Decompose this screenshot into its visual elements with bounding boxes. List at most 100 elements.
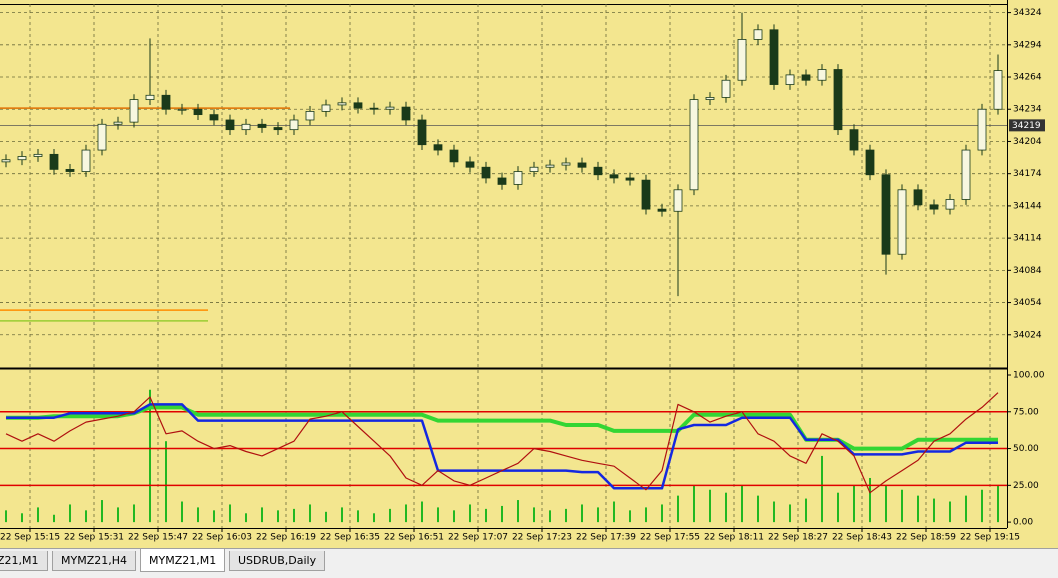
x-tick-label: 22 Sep 17:55 bbox=[640, 533, 700, 543]
x-tick-label: 22 Sep 18:27 bbox=[768, 533, 828, 543]
candle-body bbox=[897, 189, 907, 255]
x-tick-label: 22 Sep 16:51 bbox=[384, 533, 444, 543]
candle-body bbox=[273, 127, 283, 131]
candle-body bbox=[385, 106, 395, 110]
candle-body bbox=[673, 189, 683, 212]
candle-body bbox=[369, 107, 379, 110]
candle-body bbox=[593, 166, 603, 176]
candle-body bbox=[561, 162, 571, 166]
candle-body bbox=[145, 94, 155, 100]
candle-body bbox=[657, 208, 667, 212]
background bbox=[0, 0, 1058, 548]
candle-body bbox=[801, 74, 811, 81]
candle-body bbox=[577, 162, 587, 168]
x-tick-label: 22 Sep 15:47 bbox=[128, 533, 188, 543]
candle-body bbox=[625, 177, 635, 181]
y-tick-label: 34234 bbox=[1013, 105, 1042, 115]
y-tick-label: 34144 bbox=[1013, 201, 1042, 211]
y-tick-label: 50.00 bbox=[1013, 444, 1039, 454]
current-price-box bbox=[1009, 119, 1045, 132]
candle-body bbox=[401, 106, 411, 121]
x-tick-label: 22 Sep 17:07 bbox=[448, 533, 508, 543]
chart-tab[interactable]: USDRUB,Daily bbox=[229, 551, 326, 571]
candle-body bbox=[113, 121, 123, 125]
candle-body bbox=[1, 159, 11, 163]
candle-body bbox=[321, 104, 331, 112]
candle-body bbox=[449, 149, 459, 163]
chart-tab[interactable]: Z21,M1 bbox=[0, 551, 48, 571]
chart-tab[interactable]: MYMZ21,H4 bbox=[52, 551, 136, 571]
y-tick-label: 25.00 bbox=[1013, 481, 1039, 491]
y-tick-label: 34024 bbox=[1013, 330, 1042, 340]
candle-body bbox=[129, 99, 139, 123]
candle-body bbox=[225, 119, 235, 131]
candle-body bbox=[49, 153, 59, 170]
candle-body bbox=[945, 199, 955, 210]
candle-body bbox=[849, 129, 859, 151]
chart-window: 0.00 25.00 50.00 75.00 100.00 22 Sep 15:15 22 … bbox=[0, 0, 1058, 548]
time-axis-band bbox=[0, 528, 1058, 548]
candle-body bbox=[977, 108, 987, 151]
candle-body bbox=[545, 164, 555, 168]
candle-body bbox=[433, 144, 443, 151]
candle-body bbox=[721, 79, 731, 98]
x-tick-label: 22 Sep 15:15 bbox=[0, 533, 60, 543]
y-tick-label: 34294 bbox=[1013, 40, 1042, 50]
candle-body bbox=[417, 119, 427, 146]
candle-body bbox=[769, 29, 779, 85]
candle-body bbox=[337, 102, 347, 106]
current-price-label: 34219 bbox=[1012, 121, 1041, 131]
candle-body bbox=[993, 70, 1003, 110]
candle-body bbox=[833, 69, 843, 131]
candle-body bbox=[497, 177, 507, 185]
x-tick-label: 22 Sep 19:15 bbox=[960, 533, 1020, 543]
candle-body bbox=[465, 161, 475, 168]
candle-body bbox=[209, 114, 219, 121]
candle-body bbox=[929, 204, 939, 210]
x-tick-label: 22 Sep 15:31 bbox=[64, 533, 124, 543]
x-tick-label: 22 Sep 17:39 bbox=[576, 533, 636, 543]
candle-body bbox=[753, 29, 763, 40]
candle-body bbox=[609, 174, 619, 179]
candle-body bbox=[913, 189, 923, 206]
y-tick-label: 0.00 bbox=[1013, 518, 1033, 528]
x-tick-label: 22 Sep 18:11 bbox=[704, 533, 764, 543]
candle-body bbox=[177, 108, 187, 111]
candle-body bbox=[689, 99, 699, 191]
candle-body bbox=[33, 153, 43, 157]
y-tick-label: 34084 bbox=[1013, 266, 1042, 276]
candle-body bbox=[241, 123, 251, 131]
y-tick-label: 34324 bbox=[1013, 8, 1042, 18]
candle-body bbox=[305, 110, 315, 121]
candle-body bbox=[641, 179, 651, 210]
candle-body bbox=[65, 168, 75, 172]
x-tick-label: 22 Sep 17:23 bbox=[512, 533, 572, 543]
candle-body bbox=[881, 174, 891, 255]
y-tick-label: 100.00 bbox=[1013, 371, 1045, 381]
tab-bar: Z21,M1 MYMZ21,H4 MYMZ21,M1 USDRUB,Daily bbox=[0, 548, 1058, 578]
indicator-line bbox=[5, 392, 999, 494]
x-tick-label: 22 Sep 16:03 bbox=[192, 533, 252, 543]
x-tick-label: 22 Sep 18:59 bbox=[896, 533, 956, 543]
candle-body bbox=[737, 39, 747, 81]
x-tick-label: 22 Sep 18:43 bbox=[832, 533, 892, 543]
candle-body bbox=[81, 149, 91, 172]
candle-body bbox=[865, 149, 875, 176]
candle-body bbox=[17, 156, 27, 161]
y-tick-label: 34174 bbox=[1013, 169, 1042, 179]
candle-body bbox=[785, 74, 795, 85]
y-tick-label: 34054 bbox=[1013, 298, 1042, 308]
candle-body bbox=[529, 166, 539, 172]
y-tick-label: 75.00 bbox=[1013, 407, 1039, 417]
candle-body bbox=[353, 102, 363, 109]
x-tick-label: 22 Sep 16:19 bbox=[256, 533, 316, 543]
candle-body bbox=[513, 171, 523, 185]
y-tick-label: 34114 bbox=[1013, 234, 1042, 244]
candle-body bbox=[193, 108, 203, 116]
y-tick-label: 34264 bbox=[1013, 73, 1042, 83]
chart-tab[interactable]: MYMZ21,M1 bbox=[140, 549, 226, 572]
candle-body bbox=[161, 94, 171, 110]
x-tick-label: 22 Sep 16:35 bbox=[320, 533, 380, 543]
candle-body bbox=[961, 149, 971, 200]
